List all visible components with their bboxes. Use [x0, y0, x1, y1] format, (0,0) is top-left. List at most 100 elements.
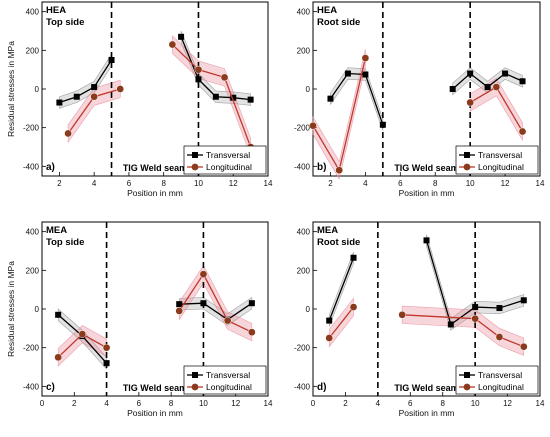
- legend-label: Longitudinal: [478, 382, 524, 392]
- x-tick-label: 6: [398, 179, 403, 188]
- legend-box: [455, 365, 539, 395]
- y-tick-label: 400: [297, 8, 311, 17]
- weld-seam-label: TIG Weld seam: [123, 163, 187, 173]
- legend-label: Longitudinal: [206, 382, 252, 392]
- y-tick-label: 400: [26, 8, 40, 17]
- uncertainty-band: [469, 77, 523, 142]
- chart-panel-c: -400 -200 0 200 400 0 2 4 6 8 10 12 14 Position in mm…: [6, 221, 273, 418]
- series-line-transversal: [328, 257, 355, 321]
- panel-letter: d): [317, 382, 326, 393]
- uncertainty-band: [401, 305, 525, 356]
- panel-title-line: Root side: [317, 17, 360, 28]
- data-point-longitudinal: [168, 40, 177, 49]
- y-tick-label: -400: [23, 382, 40, 391]
- y-tick-label: -200: [23, 124, 40, 133]
- y-tick-label: 0: [35, 85, 40, 94]
- x-tick-label: 2: [343, 399, 348, 408]
- data-point-transversal: [379, 121, 386, 128]
- data-point-longitudinal: [90, 92, 99, 101]
- legend-box: [183, 145, 267, 175]
- x-tick-label: 10: [199, 399, 208, 408]
- x-axis-label: Position in mm: [127, 188, 183, 198]
- data-point-transversal: [212, 93, 219, 100]
- y-tick-label: 400: [26, 228, 40, 237]
- panel-title-line: MEA: [46, 225, 67, 236]
- data-point-transversal: [91, 84, 98, 91]
- panel-title-line: HEA: [46, 5, 66, 16]
- data-point-transversal: [350, 254, 357, 261]
- x-tick-label: 14: [536, 399, 545, 408]
- data-point-transversal: [55, 311, 62, 318]
- y-axis-label: Residual stresses in MPa: [6, 41, 16, 137]
- series-line-longitudinal: [328, 306, 355, 339]
- legend-marker-longitudinal: [463, 163, 471, 171]
- panel-title-line: Top side: [46, 17, 84, 28]
- uncertainty-band: [330, 67, 384, 131]
- panel-letter: c): [46, 382, 55, 393]
- data-point-longitudinal: [466, 98, 475, 107]
- chart-panel-b: -400 -200 0 200 400 2 4 6 8 10 12 14 Position in mm H…: [294, 1, 545, 198]
- data-point-transversal: [520, 297, 527, 304]
- data-point-transversal: [423, 237, 430, 244]
- legend-label: Transversal: [478, 370, 522, 380]
- legend-marker-longitudinal: [191, 383, 199, 391]
- series-line-longitudinal: [178, 272, 253, 333]
- legend-marker-transversal: [464, 152, 470, 158]
- data-point-longitudinal: [349, 303, 358, 311]
- x-axis-label: Position in mm: [399, 408, 455, 418]
- panel-title-line: Top side: [46, 237, 84, 248]
- chart-panel-d: -400 -200 0 200 400 0 2 4 6 8 10 12 14 Position in mm…: [294, 221, 545, 418]
- x-tick-label: 12: [503, 399, 512, 408]
- legend-label: Longitudinal: [478, 162, 524, 172]
- data-point-longitudinal: [398, 310, 407, 319]
- data-point-transversal: [178, 33, 185, 40]
- data-point-longitudinal: [78, 330, 87, 338]
- data-point-transversal: [56, 99, 63, 106]
- data-point-longitudinal: [309, 121, 317, 130]
- data-point-transversal: [362, 71, 369, 78]
- x-tick-label: 2: [328, 179, 333, 188]
- legend-label: Transversal: [478, 150, 522, 160]
- data-point-longitudinal: [471, 314, 479, 323]
- x-tick-label: 8: [161, 179, 166, 188]
- legend-marker-longitudinal: [463, 383, 471, 391]
- y-tick-label: 200: [26, 46, 40, 55]
- y-tick-label: -200: [294, 344, 311, 353]
- x-tick-label: 4: [92, 179, 97, 188]
- x-tick-label: 6: [408, 399, 413, 408]
- series-line-transversal: [59, 59, 113, 104]
- panel-letter: a): [46, 162, 55, 173]
- legend-marker-transversal: [464, 372, 470, 378]
- data-point-transversal: [326, 317, 333, 324]
- x-tick-label: 8: [440, 399, 445, 408]
- y-tick-label: 0: [306, 305, 311, 314]
- uncertainty-band: [312, 49, 366, 180]
- legend: Transversal Longitudinal: [183, 145, 267, 175]
- y-tick-label: -200: [23, 344, 40, 353]
- data-point-longitudinal: [518, 127, 527, 136]
- legend: Transversal Longitudinal: [183, 365, 267, 395]
- data-point-transversal: [447, 321, 454, 328]
- legend-label: Transversal: [206, 370, 250, 380]
- x-tick-label: 10: [194, 179, 203, 188]
- x-tick-label: 10: [471, 399, 480, 408]
- weld-seam-label: TIG Weld seam: [394, 383, 458, 393]
- data-point-longitudinal: [248, 328, 256, 337]
- legend-box: [183, 365, 267, 395]
- series-line-transversal: [329, 72, 384, 125]
- legend-marker-longitudinal: [191, 163, 199, 171]
- y-tick-label: 0: [306, 85, 311, 94]
- x-tick-label: 2: [72, 399, 77, 408]
- data-point-transversal: [519, 78, 526, 85]
- x-tick-label: 8: [169, 399, 174, 408]
- x-tick-label: 12: [231, 399, 240, 408]
- data-point-transversal: [472, 304, 479, 311]
- chart-panel-a: -400 -200 0 200 400 2 4 6 8 10 12 14 Position in mm R…: [6, 1, 273, 198]
- data-point-longitudinal: [335, 166, 344, 175]
- data-point-longitudinal: [495, 333, 504, 341]
- data-point-transversal: [344, 70, 351, 77]
- data-point-longitudinal: [64, 129, 72, 138]
- weld-seam-label: TIG Weld seam: [394, 163, 458, 173]
- weld-seam-label: TIG Weld seam: [123, 383, 187, 393]
- y-tick-label: -400: [294, 162, 311, 171]
